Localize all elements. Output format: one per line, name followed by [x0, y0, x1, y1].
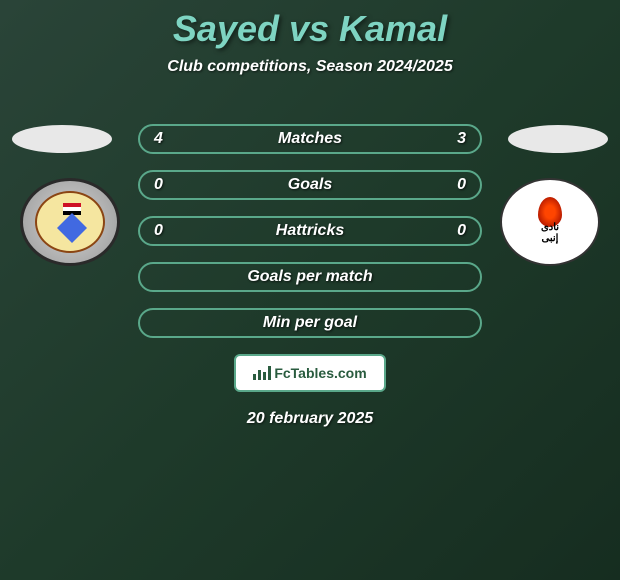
date-label: 20 february 2025 — [247, 410, 373, 428]
stat-right-value: 0 — [457, 176, 466, 194]
stat-row-matches: 4 Matches 3 — [138, 124, 482, 154]
club-badge-left — [20, 178, 120, 266]
stat-left-value: 0 — [154, 176, 163, 194]
stat-row-goals-per-match: Goals per match — [138, 262, 482, 292]
stat-label: Goals per match — [247, 268, 372, 286]
stat-label: Hattricks — [276, 222, 344, 240]
stat-row-goals: 0 Goals 0 — [138, 170, 482, 200]
site-badge[interactable]: FcTables.com — [234, 354, 386, 392]
stat-row-hattricks: 0 Hattricks 0 — [138, 216, 482, 246]
club-arabic-text: نادىإنبى — [520, 222, 580, 244]
stat-label: Min per goal — [263, 314, 357, 332]
stats-container: 4 Matches 3 0 Goals 0 0 Hattricks 0 Goal… — [138, 124, 482, 354]
stat-label: Goals — [288, 176, 332, 194]
player-avatar-right — [508, 125, 608, 153]
stat-right-value: 0 — [457, 222, 466, 240]
subtitle: Club competitions, Season 2024/2025 — [0, 58, 620, 76]
player-avatar-left — [12, 125, 112, 153]
stat-row-min-per-goal: Min per goal — [138, 308, 482, 338]
bar-chart-icon — [253, 366, 271, 380]
site-name: FcTables.com — [274, 365, 366, 381]
comparison-title: Sayed vs Kamal — [0, 0, 620, 50]
club-badge-right: نادىإنبى — [500, 178, 600, 266]
stat-label: Matches — [278, 130, 342, 148]
emblem-shape — [57, 213, 87, 243]
stat-left-value: 4 — [154, 130, 163, 148]
stat-left-value: 0 — [154, 222, 163, 240]
stat-right-value: 3 — [457, 130, 466, 148]
